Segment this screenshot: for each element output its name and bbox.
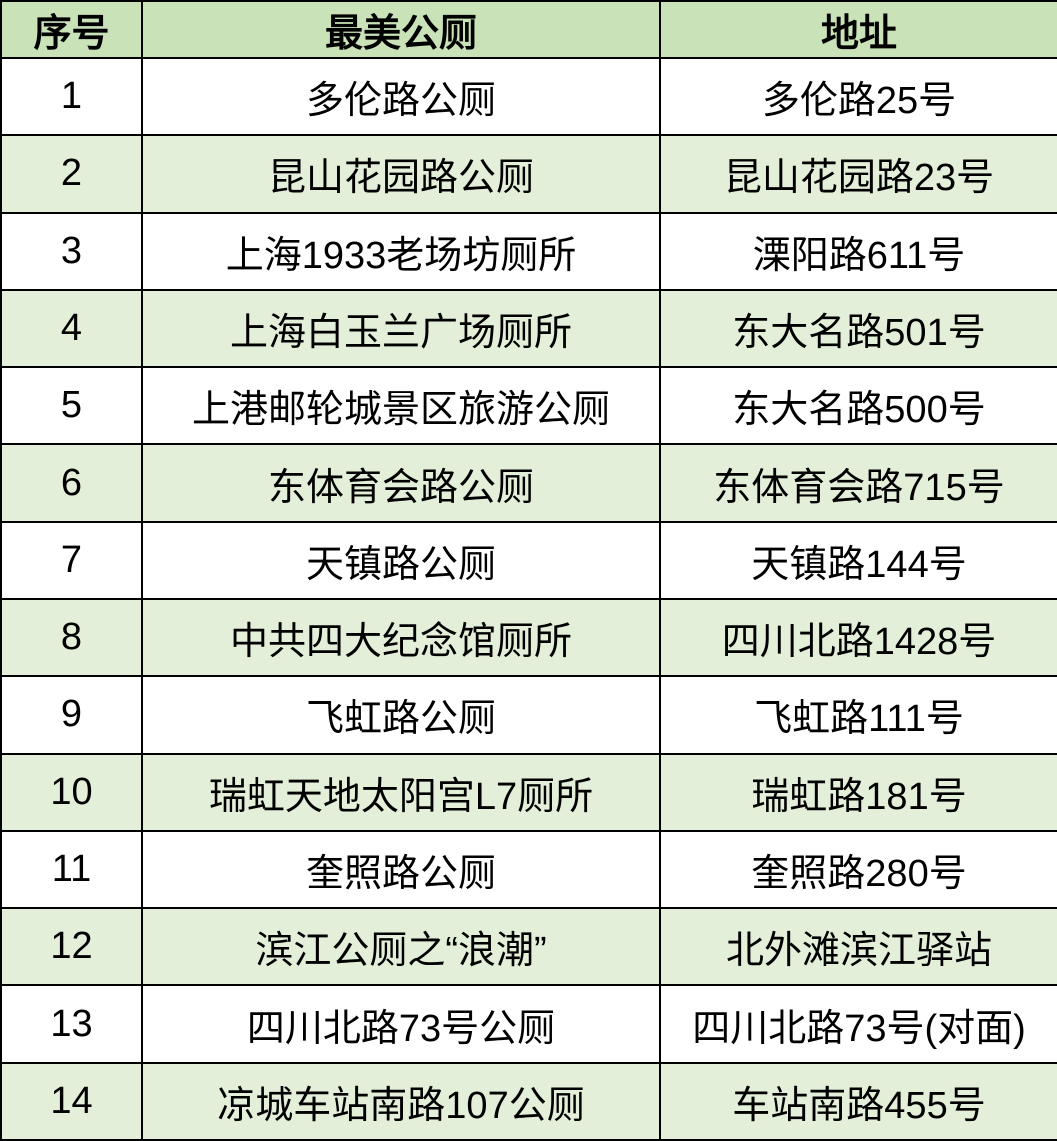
- table-row: 9 飞虹路公厕 飞虹路111号: [0, 675, 1057, 755]
- table-row: 11 奎照路公厕 奎照路280号: [0, 829, 1057, 910]
- header-cell: 最美公厕: [141, 0, 661, 59]
- header-cell: 序号: [0, 0, 143, 59]
- table-cell: 东体育会路公厕: [141, 443, 661, 523]
- table-cell: 四川北路73号公厕: [141, 984, 661, 1064]
- table-cell: 东大名路501号: [659, 288, 1057, 369]
- table-cell: 北外滩滨江驿站: [659, 907, 1057, 987]
- table-cell: 飞虹路111号: [659, 675, 1057, 755]
- table-row: 6 东体育会路公厕 东体育会路715号: [0, 443, 1057, 523]
- table-cell: 3: [0, 211, 143, 291]
- table-cell: 12: [0, 907, 143, 987]
- table-cell: 5: [0, 366, 143, 446]
- table-cell: 瑞虹路181号: [659, 752, 1057, 832]
- table-cell: 10: [0, 752, 143, 832]
- table-row: 12 滨江公厕之“浪潮” 北外滩滨江驿站: [0, 907, 1057, 987]
- table-cell: 四川北路73号(对面): [659, 984, 1057, 1064]
- table-cell: 中共四大纪念馆厕所: [141, 597, 661, 678]
- table-cell: 滨江公厕之“浪潮”: [141, 907, 661, 987]
- table-cell: 奎照路公厕: [141, 829, 661, 910]
- table-cell: 多伦路公厕: [141, 56, 661, 137]
- table-cell: 上海1933老场坊厕所: [141, 211, 661, 291]
- table-cell: 上海白玉兰广场厕所: [141, 288, 661, 369]
- table-cell: 天镇路144号: [659, 520, 1057, 600]
- table-cell: 东大名路500号: [659, 366, 1057, 446]
- table-cell: 8: [0, 597, 143, 678]
- table-cell: 昆山花园路公厕: [141, 134, 661, 214]
- table-cell: 溧阳路611号: [659, 211, 1057, 291]
- table-cell: 飞虹路公厕: [141, 675, 661, 755]
- table-cell: 天镇路公厕: [141, 520, 661, 600]
- header-row: 序号 最美公厕 地址: [0, 0, 1057, 59]
- table-cell: 奎照路280号: [659, 829, 1057, 910]
- table-row: 10 瑞虹天地太阳宫L7厕所 瑞虹路181号: [0, 752, 1057, 832]
- table-row: 5 上港邮轮城景区旅游公厕 东大名路500号: [0, 366, 1057, 446]
- header-cell: 地址: [659, 0, 1057, 59]
- table-row: 14 凉城车站南路107公厕 车站南路455号: [0, 1061, 1057, 1141]
- table-cell: 四川北路1428号: [659, 597, 1057, 678]
- table-cell: 瑞虹天地太阳宫L7厕所: [141, 752, 661, 832]
- table-cell: 昆山花园路23号: [659, 134, 1057, 214]
- table-row: 3 上海1933老场坊厕所 溧阳路611号: [0, 211, 1057, 291]
- table-cell: 9: [0, 675, 143, 755]
- table-row: 8 中共四大纪念馆厕所 四川北路1428号: [0, 597, 1057, 678]
- table-cell: 2: [0, 134, 143, 214]
- table-row: 7 天镇路公厕 天镇路144号: [0, 520, 1057, 600]
- table-cell: 凉城车站南路107公厕: [141, 1061, 661, 1141]
- table-cell: 车站南路455号: [659, 1061, 1057, 1141]
- table-cell: 14: [0, 1061, 143, 1141]
- table-cell: 7: [0, 520, 143, 600]
- table-row: 1 多伦路公厕 多伦路25号: [0, 56, 1057, 137]
- table-cell: 上港邮轮城景区旅游公厕: [141, 366, 661, 446]
- table-cell: 1: [0, 56, 143, 137]
- table-cell: 多伦路25号: [659, 56, 1057, 137]
- table-row: 2 昆山花园路公厕 昆山花园路23号: [0, 134, 1057, 214]
- table-cell: 4: [0, 288, 143, 369]
- table-cell: 11: [0, 829, 143, 910]
- table-row: 4 上海白玉兰广场厕所 东大名路501号: [0, 288, 1057, 369]
- table-cell: 东体育会路715号: [659, 443, 1057, 523]
- table-cell: 13: [0, 984, 143, 1064]
- table-cell: 6: [0, 443, 143, 523]
- table-row: 13 四川北路73号公厕 四川北路73号(对面): [0, 984, 1057, 1064]
